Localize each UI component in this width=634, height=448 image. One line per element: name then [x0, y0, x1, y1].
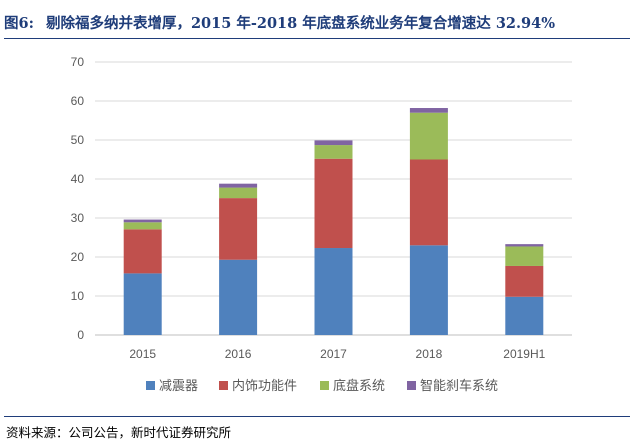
- y-tick-label: 0: [77, 328, 84, 342]
- x-tick-label: 2016: [225, 347, 252, 361]
- legend-swatch: [407, 381, 416, 390]
- bar-segment-3: [219, 187, 258, 199]
- bar-segment-3: [409, 112, 448, 160]
- bar-stack-2016: [219, 183, 258, 335]
- legend-label: 减震器: [159, 379, 198, 394]
- legend-item: 底盘系统: [320, 378, 385, 394]
- x-axis-ticks: 2015 2016 2017 2018 2019H1: [129, 347, 545, 361]
- bar-segment-4: [505, 244, 544, 247]
- bar-segment-3: [314, 145, 353, 159]
- legend-swatch: [146, 381, 155, 390]
- bar-segment-1: [314, 248, 353, 335]
- x-tick-label: 2019H1: [503, 347, 545, 361]
- x-tick-label: 2015: [129, 347, 156, 361]
- y-tick-label: 50: [71, 133, 85, 147]
- legend-label: 底盘系统: [333, 378, 385, 394]
- bar-segment-1: [505, 296, 544, 335]
- legend-label: 智能刹车系统: [420, 378, 498, 394]
- source-rule: [4, 416, 630, 417]
- bar-segment-1: [409, 245, 448, 335]
- x-tick-label: 2018: [416, 347, 443, 361]
- bar-segment-4: [409, 108, 448, 113]
- bar-segment-2: [409, 159, 448, 246]
- y-tick-label: 60: [71, 94, 85, 108]
- bar-segment-2: [314, 158, 353, 249]
- bar-segment-3: [123, 222, 162, 230]
- y-tick-label: 10: [71, 289, 85, 303]
- legend-item: 减震器: [146, 379, 198, 394]
- y-tick-label: 70: [71, 55, 85, 69]
- bar-segment-4: [314, 140, 353, 146]
- legend: 减震器 内饰功能件 底盘系统 智能刹车系统: [146, 378, 498, 394]
- bar-segment-4: [123, 219, 162, 223]
- title-rule: [4, 38, 630, 39]
- y-tick-label: 40: [71, 172, 85, 186]
- figure-title: 图6: 剔除福多纳并表增厚，2015 年-2018 年底盘系统业务年复合增速达 3…: [4, 12, 630, 34]
- figure-number: 图6:: [4, 15, 34, 32]
- legend-item: 内饰功能件: [219, 378, 297, 394]
- source-note: 资料来源：公司公告，新时代证券研究所: [6, 425, 232, 440]
- bar-segment-1: [219, 259, 258, 335]
- bar-stack-2019H1: [505, 244, 544, 335]
- bar-segment-3: [505, 246, 544, 266]
- legend-item: 智能刹车系统: [407, 378, 498, 394]
- bar-segment-2: [123, 229, 162, 274]
- legend-swatch: [219, 381, 228, 390]
- y-tick-label: 30: [71, 211, 85, 225]
- y-tick-label: 20: [71, 250, 85, 264]
- bar-segment-4: [219, 183, 258, 188]
- bar-segment-2: [219, 198, 258, 260]
- x-tick-label: 2017: [320, 347, 347, 361]
- bars: [123, 108, 544, 335]
- figure-title-text: 剔除福多纳并表增厚，2015 年-2018 年底盘系统业务年复合增速达 32.9…: [45, 15, 556, 32]
- bar-segment-1: [123, 273, 162, 335]
- bar-stack-2015: [123, 219, 162, 335]
- legend-swatch: [320, 381, 329, 390]
- bar-stack-2017: [314, 140, 353, 335]
- bar-stack-2018: [409, 108, 448, 335]
- legend-label: 内饰功能件: [232, 378, 297, 394]
- bar-segment-2: [505, 265, 544, 297]
- y-axis-ticks: 0 10 20 30 40 50 60 70: [71, 55, 85, 342]
